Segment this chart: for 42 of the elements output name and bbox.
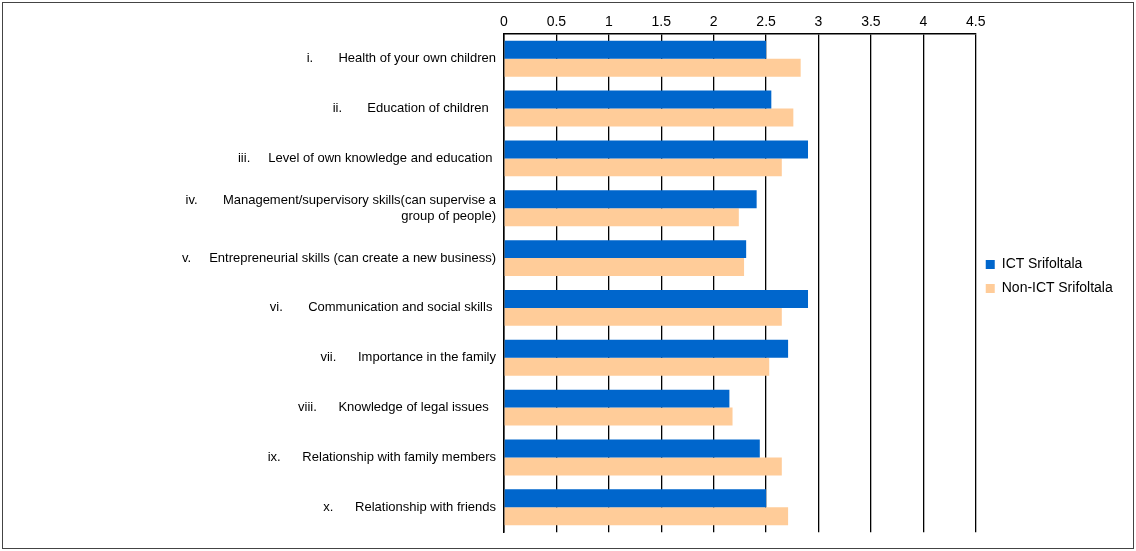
x-tick-label: 1 — [604, 13, 613, 30]
y-tick-label: vii. Importance in the family — [320, 349, 497, 365]
bar — [504, 190, 757, 209]
bar — [504, 40, 767, 59]
bar — [504, 457, 782, 476]
bar — [504, 307, 782, 326]
y-tick-label: ii. Education of children — [332, 100, 496, 116]
y-tick-label: x. Relationship with friends — [323, 498, 497, 514]
bar — [504, 339, 789, 358]
x-tick-label: 4.5 — [966, 13, 986, 30]
x-tick-label: 0.5 — [546, 13, 567, 30]
bar — [504, 258, 745, 277]
x-tick-label: 3 — [814, 13, 823, 30]
bar — [504, 58, 801, 77]
bar — [504, 108, 794, 127]
x-tick-label: 2.5 — [756, 13, 777, 30]
x-tick-label: 0 — [500, 13, 509, 30]
y-tick-label: vi. Communication and social skills — [269, 299, 496, 315]
y-tick-label: viii. Knowledge of legal issues — [298, 399, 496, 415]
bar — [504, 489, 767, 508]
bar — [504, 389, 730, 408]
x-tick-label: 2 — [709, 13, 718, 30]
bar — [504, 407, 733, 426]
y-tick-label: iii. Level of own knowledge and education — [237, 149, 496, 165]
bar — [504, 158, 782, 177]
x-tick-label: 3.5 — [861, 13, 881, 30]
bar — [504, 289, 809, 308]
bar — [504, 439, 760, 458]
bar — [504, 90, 772, 109]
legend-label: ICT Srifoltala — [1001, 255, 1083, 272]
y-tick-label: v. Entrepreneurial skills (can create a new business) — [181, 249, 496, 265]
x-tick-label: 4 — [919, 13, 928, 30]
y-tick-label: i. Health of your own children — [306, 50, 496, 66]
y-tick-label: ix. Relationship with family members — [267, 449, 497, 465]
y-tick-label: iv. Management/supervisory skills(can supervise a group of people) — [185, 192, 497, 223]
bar — [504, 208, 739, 227]
bar — [504, 357, 770, 376]
bar — [504, 240, 747, 259]
bar — [504, 140, 809, 159]
x-tick-label: 1.5 — [651, 13, 672, 30]
bar — [504, 507, 789, 526]
legend-label: Non-ICT Srifoltala — [1001, 279, 1113, 296]
